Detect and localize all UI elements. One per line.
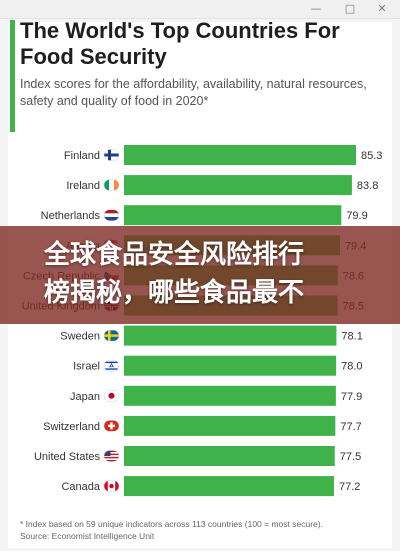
bar — [124, 446, 335, 466]
bar-row-0: Finland 85.3 — [64, 145, 382, 165]
ireland-flag-icon — [103, 179, 120, 191]
value-label: 78.0 — [341, 361, 362, 373]
category-label: Israel — [73, 361, 100, 373]
window-titlebar: — □ ✕ — [0, 0, 400, 19]
category-label: Sweden — [60, 331, 100, 343]
minimize-icon[interactable]: — — [310, 2, 322, 15]
chart-subtitle: Index scores for the affordability, avai… — [20, 77, 367, 108]
close-icon[interactable]: ✕ — [377, 2, 387, 15]
united-states-flag-icon — [103, 450, 120, 462]
switzerland-flag-icon — [103, 420, 120, 432]
title-accent-bar — [10, 20, 15, 132]
category-label: Canada — [61, 481, 100, 493]
value-label: 77.9 — [341, 391, 362, 403]
headline-line-1: 全球食品安全风险排行 — [44, 240, 305, 270]
headline-overlay — [0, 226, 400, 324]
canada-flag-icon — [103, 480, 120, 492]
maximize-icon[interactable]: □ — [344, 2, 356, 15]
bar-row-10: United States 77.5 — [34, 446, 361, 466]
category-label: Netherlands — [41, 210, 101, 222]
category-label: Switzerland — [43, 421, 100, 433]
category-label: Finland — [64, 150, 100, 162]
value-label: 77.7 — [340, 421, 361, 433]
bar-row-8: Japan 77.9 — [70, 385, 362, 406]
bar — [124, 175, 352, 196]
headline-text[interactable]: 全球食品安全风险排行 榜揭秘，哪些食品最不 — [44, 236, 400, 312]
bar — [124, 415, 336, 436]
bar-row-9: Switzerland 77.7 — [43, 415, 362, 436]
chart-footnote: * Index based on 59 unique indicators ac… — [20, 519, 323, 529]
category-label: Ireland — [66, 180, 100, 192]
netherlands-flag-icon — [103, 209, 120, 221]
category-label: Japan — [70, 391, 100, 403]
bar-row-6: Sweden 78.1 — [60, 325, 363, 346]
value-label: 78.1 — [341, 331, 362, 343]
headline-line-2: 榜揭秘，哪些食品最不 — [44, 278, 305, 308]
bar — [124, 325, 337, 346]
israel-flag-icon — [103, 359, 120, 372]
bar-row-11: Canada 77.2 — [61, 476, 360, 497]
japan-flag-icon — [103, 390, 120, 402]
sweden-flag-icon — [103, 329, 120, 342]
bar-row-2: Netherlands 79.9 — [41, 205, 368, 226]
value-label: 85.3 — [361, 150, 382, 162]
chart-title: The World's Top Countries For Food Secur… — [20, 18, 340, 69]
value-label: 83.8 — [357, 180, 378, 192]
finland-flag-icon — [103, 149, 120, 161]
bar — [124, 145, 356, 165]
category-label: United States — [34, 451, 101, 463]
bar — [124, 476, 334, 497]
bar-row-7: Israel 78.0 — [73, 355, 363, 376]
bar — [124, 355, 337, 376]
bar-row-1: Ireland 83.8 — [66, 175, 378, 196]
value-label: 77.5 — [340, 451, 361, 463]
value-label: 77.2 — [339, 481, 360, 493]
chart-source: Source: Economist Intelligence Unit — [20, 531, 155, 541]
bar — [124, 205, 342, 226]
bar — [124, 385, 336, 406]
value-label: 79.9 — [346, 210, 367, 222]
